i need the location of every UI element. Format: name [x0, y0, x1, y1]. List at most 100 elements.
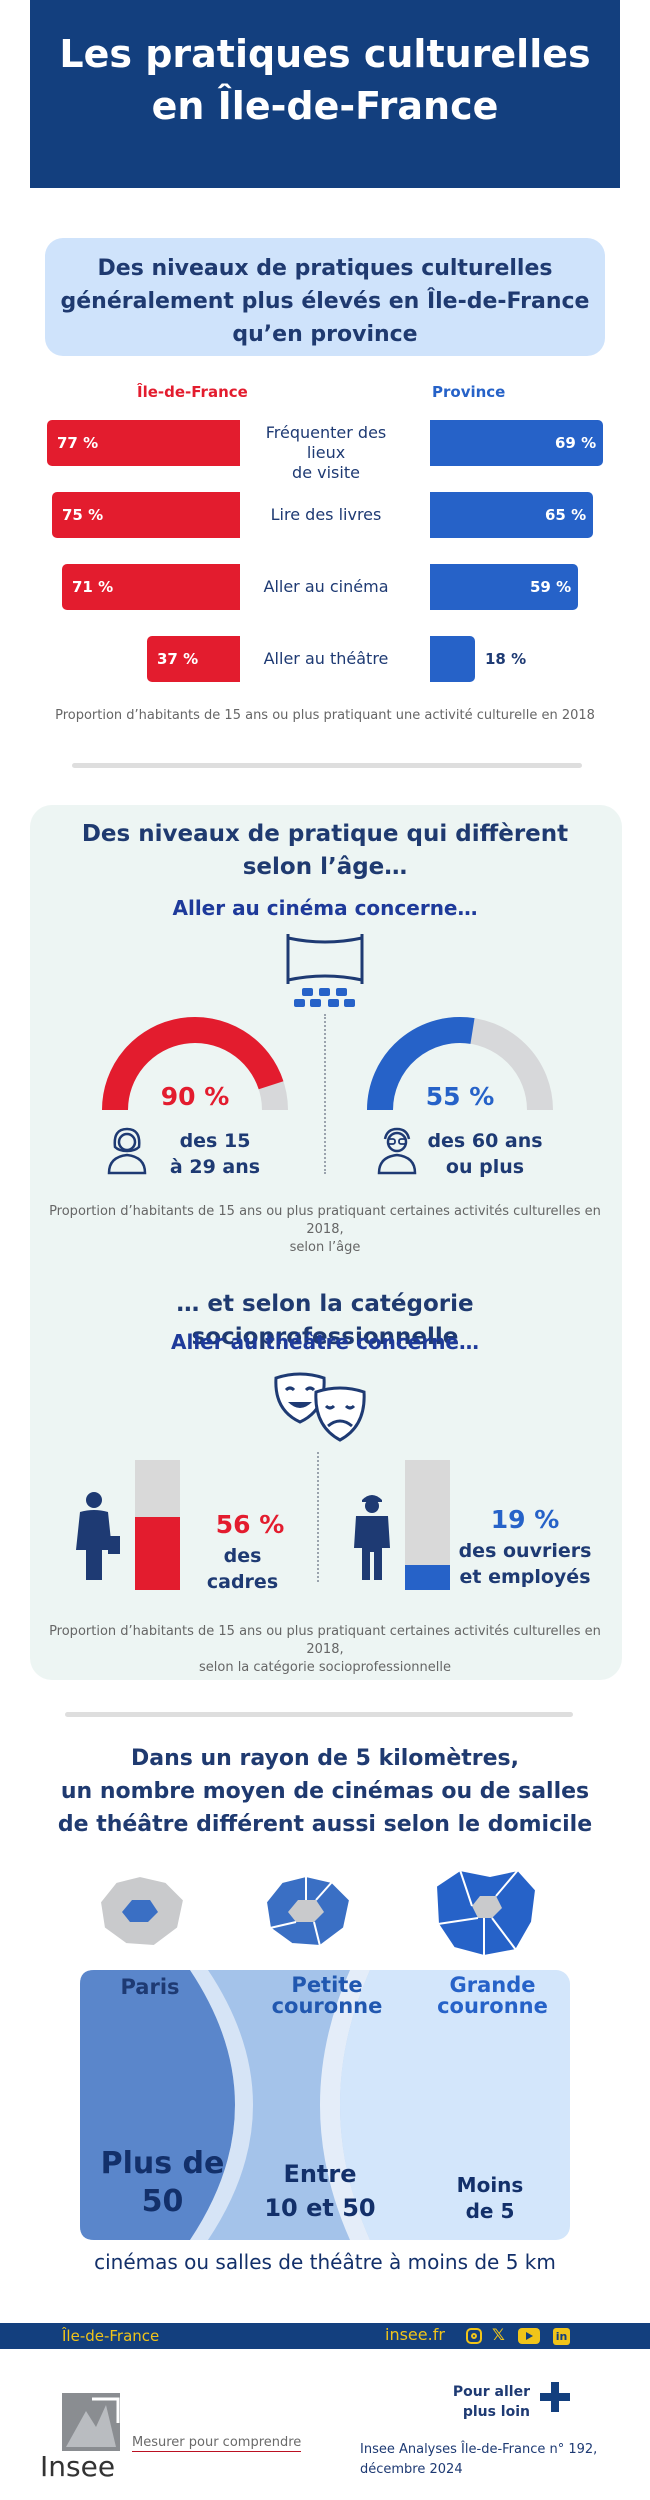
theatre-masks-icon — [274, 1372, 366, 1442]
category-label: Aller au théâtre — [263, 649, 389, 668]
legend-province: Province — [432, 383, 506, 401]
section2-caption: Proportion d’habitants de 15 ans ou plus… — [40, 1203, 610, 1257]
page-title: Les pratiques culturelles en Île-de-Fran… — [30, 0, 620, 188]
section1-heading-line2: généralement plus élevés en Île-de-Franc… — [60, 289, 590, 314]
dotted-separator-2 — [317, 1452, 319, 1582]
bar-province — [430, 420, 603, 466]
footer-region: Île-de-France — [62, 2327, 160, 2345]
footer-bar — [0, 2323, 650, 2349]
zone-paris-value: Plus de 50 — [80, 2145, 245, 2221]
zone-petite-value: Entre 10 et 50 — [250, 2157, 390, 2225]
gauge-young — [102, 1017, 288, 1111]
young-woman-icon — [107, 1127, 147, 1175]
section1-caption: Proportion d’habitants de 15 ans ou plus… — [55, 708, 595, 723]
section3-heading: … et selon la catégorie socioprofessionn… — [176, 1291, 474, 1350]
bar-ile-de-france-label: 37 % — [157, 650, 199, 668]
page-title-line1: Les pratiques culturelles — [59, 32, 591, 76]
gauge-young-label: des 15 à 29 ans — [160, 1128, 270, 1180]
publication-reference-line2: décembre 2024 — [360, 2462, 463, 2477]
gauge-senior-label-line1: des 60 ans — [427, 1130, 543, 1152]
more-info-line2: plus loin — [462, 2404, 530, 2420]
section4-footnote: cinémas ou salles de théâtre à moins de … — [94, 2250, 556, 2274]
gauge-young-value: 90 % — [160, 1082, 230, 1111]
bar-province-label: 65 % — [545, 506, 587, 524]
section1-heading-line3: qu’en province — [232, 322, 418, 347]
map-grande-couronne-icon — [434, 1868, 538, 1958]
section2-caption-line2: selon l’âge — [289, 1240, 361, 1255]
bar-ile-de-france — [62, 564, 240, 610]
map-paris-icon — [98, 1874, 186, 1948]
plus-icon[interactable] — [540, 2382, 570, 2412]
bar-cadres-label: des cadres — [206, 1545, 279, 1593]
senior-man-icon — [377, 1127, 417, 1175]
section3-caption-line2: selon la catégorie socioprofessionnelle — [198, 1660, 451, 1675]
more-info-line1: Pour aller — [452, 2384, 530, 2400]
section4-heading: Dans un rayon de 5 kilomètres, un nombre… — [30, 1742, 620, 1841]
category-label: Aller au cinéma — [263, 577, 389, 596]
executive-woman-icon — [76, 1492, 120, 1580]
zone-grande-name: Grande couronne — [425, 1975, 560, 2017]
insee-logo-icon — [62, 2393, 120, 2451]
bar-ile-de-france — [52, 492, 240, 538]
bar-ile-de-france-label: 71 % — [72, 578, 114, 596]
section4-heading-line3: de théâtre différent aussi selon le domi… — [57, 1812, 593, 1837]
zone-grande-value-line2: de 5 — [465, 2199, 515, 2223]
gauge-senior-label-line2: ou plus — [445, 1156, 525, 1178]
bar-ile-de-france — [147, 636, 240, 682]
zone-grande-value: Moins de 5 — [430, 2172, 550, 2224]
instagram-icon[interactable] — [466, 2328, 482, 2344]
section2-heading: Des niveaux de pratique qui diffèrent se… — [40, 818, 610, 884]
gauge-young-label-line1: des 15 — [179, 1130, 251, 1152]
section1-heading: Des niveaux de pratiques culturelles gén… — [45, 238, 605, 356]
section4-heading-line1: Dans un rayon de 5 kilomètres, — [130, 1746, 519, 1771]
divider — [72, 763, 582, 768]
legend-ile-de-france: Île-de-France — [137, 383, 248, 401]
more-info-label[interactable]: Pour aller plus loin — [440, 2382, 530, 2422]
section4-heading-line2: un nombre moyen de cinémas ou de salles — [60, 1779, 590, 1804]
section3-caption: Proportion d’habitants de 15 ans ou plus… — [40, 1623, 610, 1677]
page-title-line2: en Île-de-France — [151, 84, 499, 128]
bar-cadres-value: 56 % — [215, 1510, 285, 1539]
zone-grande-value-line1: Moins — [456, 2173, 524, 2197]
insee-logo-text: Insee — [40, 2450, 116, 2483]
section2-heading-line2: selon l’âge… — [242, 854, 408, 880]
bar-province — [430, 492, 593, 538]
age-csp-panel — [30, 805, 622, 1680]
bar-province-label: 18 % — [485, 650, 527, 668]
gauge-senior-value: 55 % — [425, 1082, 495, 1111]
x-twitter-icon[interactable]: 𝕏 — [492, 2325, 505, 2344]
dotted-separator — [324, 1014, 326, 1174]
bar-province-label: 69 % — [555, 434, 597, 452]
linkedin-icon[interactable]: in — [553, 2328, 570, 2345]
zone-paris-value-line2: 50 — [141, 2184, 184, 2219]
bar-ile-de-france-label: 75 % — [62, 506, 104, 524]
zone-paris-value-line1: Plus de — [100, 2146, 225, 2181]
section2-subheading: Aller au cinéma concerne… — [172, 896, 478, 920]
zone-band — [80, 1970, 570, 2240]
publication-reference: Insee Analyses Île-de-France n° 192, déc… — [360, 2440, 610, 2480]
section3-subheading: Aller au théâtre concerne… — [170, 1330, 479, 1354]
worker-icon — [354, 1495, 390, 1580]
youtube-icon[interactable] — [518, 2328, 540, 2344]
section1-heading-line1: Des niveaux de pratiques culturelles — [97, 256, 553, 281]
gauge-young-fill — [102, 1017, 284, 1111]
bar-province — [430, 636, 475, 682]
bar-workers-label-line2: et employés — [459, 1566, 591, 1588]
gauge-senior — [367, 1017, 553, 1111]
footer-site-link[interactable]: insee.fr — [385, 2325, 445, 2344]
bar-cadres-fill — [135, 1517, 180, 1590]
bar-workers-value: 19 % — [490, 1505, 560, 1534]
divider-2 — [65, 1712, 573, 1717]
category-label: Lire des livres — [270, 505, 382, 524]
zone-petite-name-line2: couronne — [271, 1994, 383, 2018]
cinema-screen-icon — [286, 934, 364, 1007]
zone-grande-name-line2: couronne — [437, 1994, 548, 2018]
category-label: Fréquenter des lieux de visite — [265, 423, 387, 482]
gauge-young-label-line2: à 29 ans — [169, 1156, 261, 1178]
insee-tagline: Mesurer pour comprendre — [132, 2435, 302, 2452]
zone-petite-value-line2: 10 et 50 — [264, 2194, 376, 2222]
zone-grande-name-line1: Grande — [449, 1973, 536, 1997]
bar-cadres-track — [135, 1460, 180, 1590]
bar-ile-de-france — [47, 420, 240, 466]
map-petite-couronne-icon — [264, 1874, 352, 1948]
